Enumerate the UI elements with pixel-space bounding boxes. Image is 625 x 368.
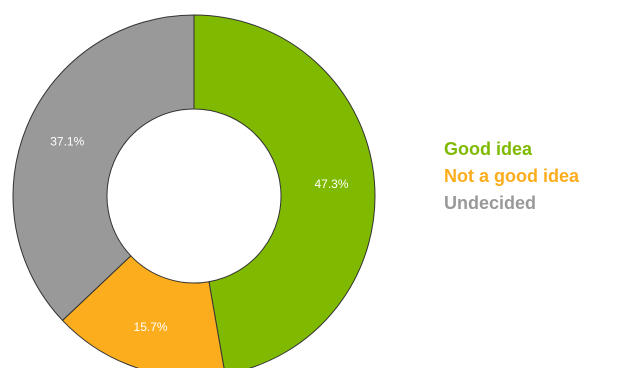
slice-label-good-idea: 47.3% <box>314 177 348 191</box>
legend-item-not-a-good-idea: Not a good idea <box>444 166 579 186</box>
slice-label-undecided: 37.1% <box>50 134 84 148</box>
donut-chart: 47.3% 15.7% 37.1% <box>12 14 376 368</box>
legend-item-good-idea: Good idea <box>444 139 533 159</box>
donut-slices <box>12 14 376 368</box>
donut-slice-undecided <box>12 14 195 322</box>
chart-legend: Good idea Not a good idea Undecided <box>444 136 579 217</box>
donut-slice-good-idea <box>193 14 376 368</box>
slice-label-not-a-good-idea: 15.7% <box>134 320 168 334</box>
legend-item-undecided: Undecided <box>444 193 537 213</box>
donut-slice-labels: 47.3% 15.7% 37.1% <box>50 134 349 334</box>
